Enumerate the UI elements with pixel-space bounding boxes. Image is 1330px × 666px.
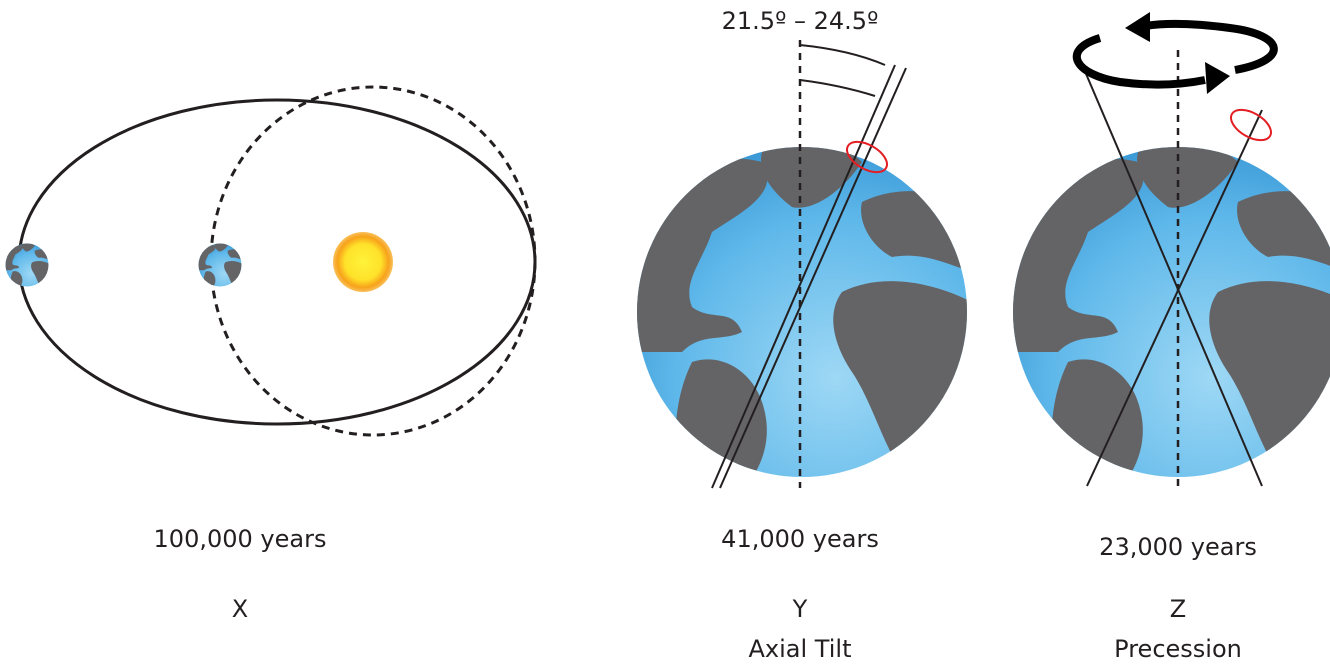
sun — [333, 232, 393, 292]
tilt-axis — [719, 67, 907, 489]
cycle-name: Axial Tilt — [749, 635, 852, 663]
earth-small — [5, 243, 49, 288]
earth-small — [198, 243, 242, 288]
period: 100,000 years — [154, 525, 327, 553]
rotation-arrow — [1072, 34, 1206, 89]
precession-axis — [1086, 109, 1263, 487]
wobble — [846, 140, 888, 174]
tilt-arc — [799, 79, 876, 97]
tilt-axis — [711, 64, 896, 489]
earth — [632, 143, 972, 492]
tilt-arc — [799, 44, 886, 66]
cycle-name: Precession — [1114, 635, 1242, 663]
letter: X — [232, 595, 248, 623]
period: 23,000 years — [1099, 533, 1257, 561]
orbit-solid — [17, 98, 537, 426]
angle-range: 21.5º – 24.5º — [722, 7, 879, 35]
arrowhead — [1205, 62, 1230, 94]
period: 41,000 years — [721, 525, 879, 553]
letter: Z — [1170, 595, 1186, 623]
earth — [1008, 143, 1330, 492]
precession-axis — [1077, 54, 1263, 487]
arrowhead — [1125, 12, 1150, 42]
letter: Y — [792, 595, 808, 623]
orbit-dashed — [209, 85, 537, 437]
wobble — [1230, 108, 1272, 142]
rotation-arrow — [1144, 19, 1278, 74]
